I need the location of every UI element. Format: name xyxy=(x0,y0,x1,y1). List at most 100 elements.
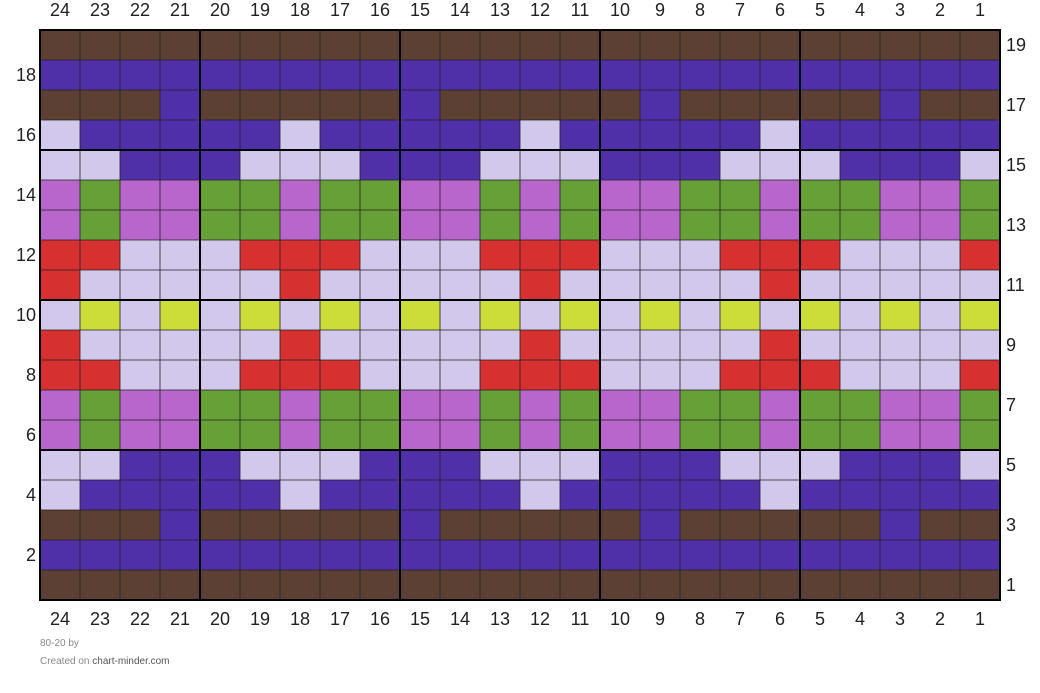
row-numbers-right: 19 17 15 13 11 9 7 5 3 1 xyxy=(1006,35,1026,595)
cell-r14-c14-orchid xyxy=(440,180,480,210)
cell-r9-c7-lavender xyxy=(720,330,760,360)
cell-r15-c3-purple xyxy=(880,150,920,180)
column-number-bottom: 7 xyxy=(735,609,745,629)
cell-r7-c7-green xyxy=(720,390,760,420)
column-number-top: 15 xyxy=(410,0,430,20)
cell-r11-c4-lavender xyxy=(840,270,880,300)
cell-r10-c14-lavender xyxy=(440,300,480,330)
cell-r13-c21-orchid xyxy=(160,210,200,240)
cell-r3-c21-purple xyxy=(160,510,200,540)
cell-r18-c13-purple xyxy=(480,60,520,90)
column-number-bottom: 4 xyxy=(855,609,865,629)
column-number-top: 19 xyxy=(250,0,270,20)
cell-r2-c19-purple xyxy=(240,540,280,570)
cell-r2-c14-purple xyxy=(440,540,480,570)
cell-r10-c19-yellow-green xyxy=(240,300,280,330)
cell-r12-c1-red xyxy=(960,240,1000,270)
column-number-top: 7 xyxy=(735,0,745,20)
cell-r2-c3-purple xyxy=(880,540,920,570)
cell-r6-c4-green xyxy=(840,420,880,450)
chart-cells xyxy=(40,30,1000,600)
cell-r16-c10-purple xyxy=(600,120,640,150)
cell-r16-c18-lavender xyxy=(280,120,320,150)
cell-r12-c6-red xyxy=(760,240,800,270)
cell-r5-c15-purple xyxy=(400,450,440,480)
cell-r9-c22-lavender xyxy=(120,330,160,360)
cell-r19-c24-brown xyxy=(40,30,80,60)
cell-r16-c21-purple xyxy=(160,120,200,150)
site-link[interactable]: chart-minder.com xyxy=(92,656,170,667)
cell-r19-c16-brown xyxy=(360,30,400,60)
cell-r12-c13-red xyxy=(480,240,520,270)
column-number-bottom: 21 xyxy=(170,609,190,629)
cell-r7-c23-green xyxy=(80,390,120,420)
cell-r19-c1-brown xyxy=(960,30,1000,60)
cell-r1-c13-brown xyxy=(480,570,520,600)
column-number-bottom: 24 xyxy=(50,609,70,629)
pattern-name: 80-20 xyxy=(40,638,66,649)
cell-r5-c1-lavender xyxy=(960,450,1000,480)
column-number-bottom: 20 xyxy=(210,609,230,629)
cell-r14-c8-green xyxy=(680,180,720,210)
cell-r14-c5-green xyxy=(800,180,840,210)
cell-r4-c18-lavender xyxy=(280,480,320,510)
cell-r11-c13-lavender xyxy=(480,270,520,300)
cell-r4-c14-purple xyxy=(440,480,480,510)
cell-r9-c20-lavender xyxy=(200,330,240,360)
column-number-top: 1 xyxy=(975,0,985,20)
cell-r11-c3-lavender xyxy=(880,270,920,300)
column-number-top: 22 xyxy=(130,0,150,20)
cell-r2-c5-purple xyxy=(800,540,840,570)
cell-r5-c20-purple xyxy=(200,450,240,480)
cell-r16-c2-purple xyxy=(920,120,960,150)
column-number-top: 18 xyxy=(290,0,310,20)
cell-r9-c8-lavender xyxy=(680,330,720,360)
cell-r15-c2-purple xyxy=(920,150,960,180)
cell-r14-c11-green xyxy=(560,180,600,210)
cell-r4-c3-purple xyxy=(880,480,920,510)
cell-r14-c2-orchid xyxy=(920,180,960,210)
cell-r13-c10-orchid xyxy=(600,210,640,240)
cell-r11-c9-lavender xyxy=(640,270,680,300)
cell-r11-c16-lavender xyxy=(360,270,400,300)
cell-r12-c10-lavender xyxy=(600,240,640,270)
cell-r8-c20-lavender xyxy=(200,360,240,390)
cell-r2-c23-purple xyxy=(80,540,120,570)
cell-r18-c24-purple xyxy=(40,60,80,90)
row-number-right: 1 xyxy=(1006,575,1016,595)
cell-r13-c3-orchid xyxy=(880,210,920,240)
column-number-bottom: 16 xyxy=(370,609,390,629)
cell-r12-c23-red xyxy=(80,240,120,270)
cell-r10-c20-lavender xyxy=(200,300,240,330)
cell-r4-c23-purple xyxy=(80,480,120,510)
cell-r15-c12-lavender xyxy=(520,150,560,180)
cell-r4-c20-purple xyxy=(200,480,240,510)
column-number-top: 23 xyxy=(90,0,110,20)
cell-r3-c3-purple xyxy=(880,510,920,540)
cell-r5-c11-lavender xyxy=(560,450,600,480)
cell-r4-c1-purple xyxy=(960,480,1000,510)
cell-r9-c6-red xyxy=(760,330,800,360)
cell-r13-c1-green xyxy=(960,210,1000,240)
cell-r12-c8-lavender xyxy=(680,240,720,270)
cell-r3-c10-brown xyxy=(600,510,640,540)
cell-r18-c9-purple xyxy=(640,60,680,90)
cell-r5-c6-lavender xyxy=(760,450,800,480)
cell-r16-c19-purple xyxy=(240,120,280,150)
cell-r17-c8-brown xyxy=(680,90,720,120)
knitting-chart: 24 23 22 21 20 19 18 17 16 15 14 13 12 11 10 9 8 7 6 5 4 3 2 1 … xyxy=(16,0,1026,629)
cell-r18-c22-purple xyxy=(120,60,160,90)
cell-r9-c23-lavender xyxy=(80,330,120,360)
cell-r10-c21-yellow-green xyxy=(160,300,200,330)
cell-r13-c24-orchid xyxy=(40,210,80,240)
cell-r18-c18-purple xyxy=(280,60,320,90)
cell-r10-c16-lavender xyxy=(360,300,400,330)
cell-r19-c19-brown xyxy=(240,30,280,60)
cell-r16-c9-purple xyxy=(640,120,680,150)
row-number-right: 11 xyxy=(1006,275,1025,295)
cell-r3-c5-brown xyxy=(800,510,840,540)
cell-r17-c22-brown xyxy=(120,90,160,120)
cell-r3-c4-brown xyxy=(840,510,880,540)
cell-r14-c3-orchid xyxy=(880,180,920,210)
cell-r11-c21-lavender xyxy=(160,270,200,300)
